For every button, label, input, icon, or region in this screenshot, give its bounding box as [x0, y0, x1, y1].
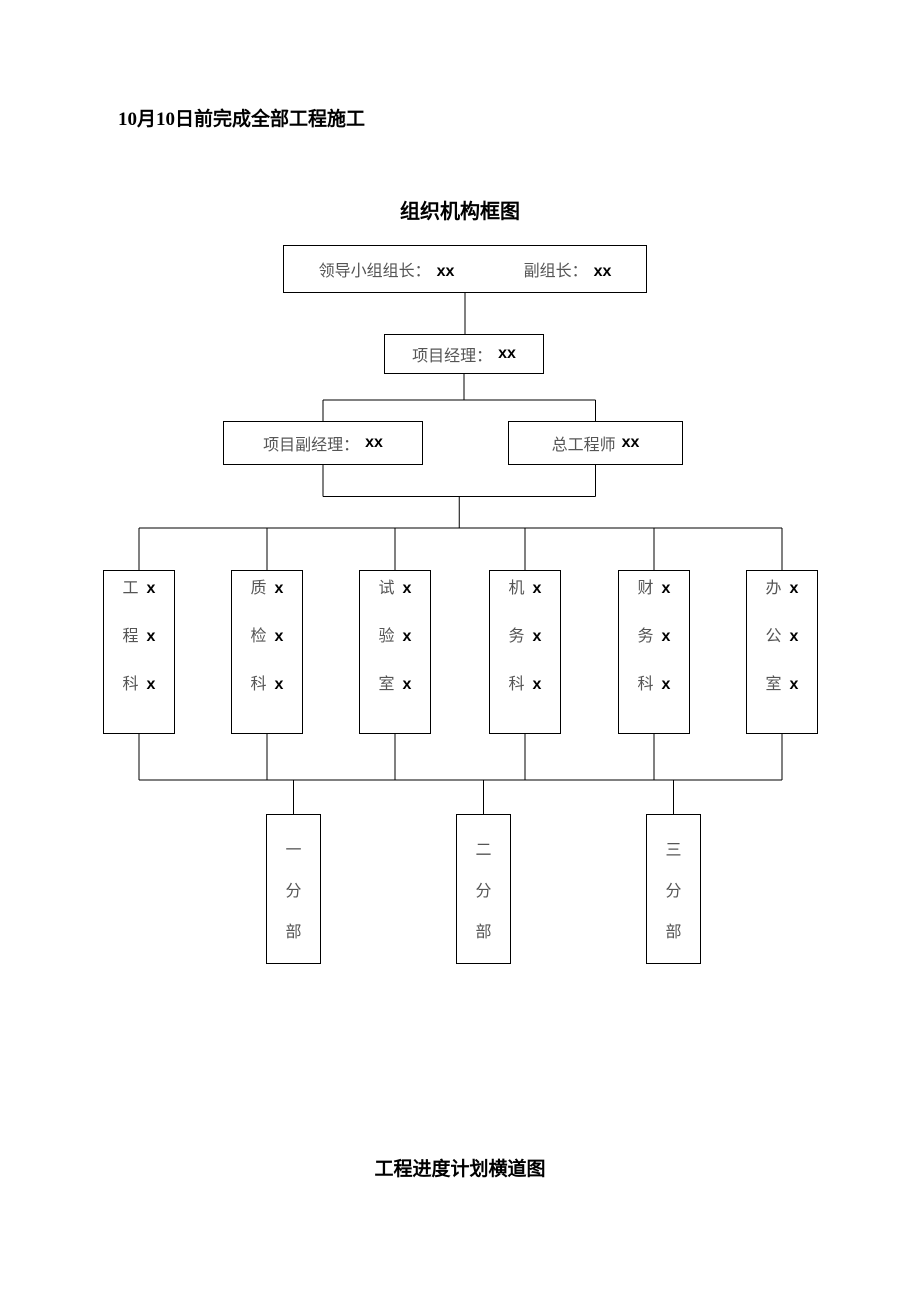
node-dept: 工x程x科x	[103, 570, 175, 734]
node-subdept: 一分部	[266, 814, 321, 964]
node-dept: 机x务x科x	[489, 570, 561, 734]
node-project-manager: 项目经理：xx	[384, 334, 544, 374]
node-dept: 试x验x室x	[359, 570, 431, 734]
page-heading: 10月10日前完成全部工程施工	[118, 104, 365, 131]
node-dept: 质x检x科x	[231, 570, 303, 734]
gantt-title: 工程进度计划横道图	[0, 1154, 920, 1181]
node-dept: 办x公x室x	[746, 570, 818, 734]
org-chart-title: 组织机构框图	[0, 195, 920, 224]
node-leadership: 领导小组组长：xx副组长：xx	[283, 245, 647, 293]
node-deputy-pm: 项目副经理：xx	[223, 421, 423, 465]
node-subdept: 三分部	[646, 814, 701, 964]
node-chief-engineer: 总工程师xx	[508, 421, 683, 465]
page: 10月10日前完成全部工程施工 组织机构框图 领导小组组长：xx副组长：xx 项…	[0, 0, 920, 1303]
node-subdept: 二分部	[456, 814, 511, 964]
node-dept: 财x务x科x	[618, 570, 690, 734]
